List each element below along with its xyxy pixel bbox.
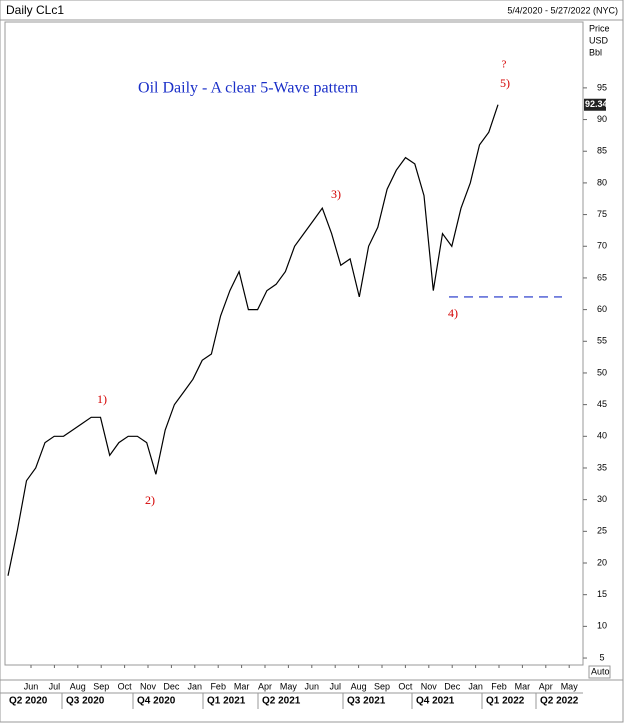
x-tick-label: Oct [118, 681, 133, 691]
x-tick-label: Mar [515, 681, 531, 691]
wave-label: 2) [145, 493, 155, 507]
x-tick-label: Feb [491, 681, 507, 691]
x-tick-label: Feb [210, 681, 226, 691]
x-tick-label: Sep [93, 681, 109, 691]
quarter-label: Q1 2021 [207, 696, 246, 707]
scale-mode-box[interactable] [588, 665, 611, 679]
quarter-label: Q1 2022 [486, 696, 525, 707]
y-tick-label: 90 [597, 114, 607, 124]
quarter-label: Q2 2022 [540, 696, 579, 707]
y-tick-label: 30 [597, 494, 607, 504]
wave-label: ? [502, 59, 507, 71]
x-tick-label: Jul [329, 681, 341, 691]
y-tick-label: 25 [597, 526, 607, 536]
x-tick-label: Dec [163, 681, 180, 691]
x-tick-label: Nov [421, 681, 438, 691]
y-tick-label: 40 [597, 431, 607, 441]
y-tick-label: 95 [597, 82, 607, 92]
axis-header: Price [589, 23, 610, 33]
wave-label: 3) [331, 187, 341, 201]
axis-header: USD [589, 35, 609, 45]
annotation: Oil Daily - A clear 5-Wave pattern [138, 80, 358, 97]
chart-title: Daily CLc1 [6, 3, 64, 17]
y-tick-label: 15 [597, 589, 607, 599]
y-tick-label: 85 [597, 146, 607, 156]
y-tick-label: 5 [599, 652, 604, 662]
wave-label: 4) [448, 306, 458, 320]
y-tick-label: 50 [597, 367, 607, 377]
x-tick-label: Nov [140, 681, 157, 691]
date-range: 5/4/2020 - 5/27/2022 (NYC) [507, 5, 618, 15]
x-tick-label: Jan [188, 681, 203, 691]
quarter-label: Q2 2020 [9, 696, 48, 707]
x-tick-label: Apr [539, 681, 553, 691]
price-line [7, 104, 499, 576]
y-tick-label: 80 [597, 177, 607, 187]
x-tick-label: Oct [398, 681, 413, 691]
quarter-label: Q4 2020 [137, 696, 176, 707]
x-tick-label: Jul [49, 681, 61, 691]
scale-mode[interactable]: Auto [591, 666, 610, 676]
x-tick-label: May [280, 681, 298, 691]
x-tick-label: Apr [258, 681, 272, 691]
y-tick-label: 45 [597, 399, 607, 409]
wave-label: 5) [500, 76, 510, 90]
y-tick-label: 10 [597, 621, 607, 631]
x-tick-label: Jun [305, 681, 320, 691]
quarter-label: Q2 2021 [262, 696, 301, 707]
y-tick-label: 65 [597, 272, 607, 282]
x-tick-label: May [561, 681, 579, 691]
quarter-label: Q3 2020 [66, 696, 105, 707]
quarter-label: Q3 2021 [347, 696, 386, 707]
last-price-box [584, 98, 606, 111]
x-tick-label: Mar [234, 681, 250, 691]
y-tick-label: 35 [597, 462, 607, 472]
quarter-label: Q4 2021 [416, 696, 455, 707]
wave-label: 1) [97, 392, 107, 406]
y-tick-label: 70 [597, 241, 607, 251]
x-tick-label: Jan [468, 681, 483, 691]
x-tick-label: Sep [374, 681, 390, 691]
plot-area [4, 21, 584, 666]
y-tick-label: 60 [597, 304, 607, 314]
x-tick-label: Aug [351, 681, 367, 691]
axis-header: Bbl [589, 47, 602, 57]
x-tick-label: Aug [70, 681, 86, 691]
y-tick-label: 55 [597, 336, 607, 346]
x-tick-label: Jun [24, 681, 39, 691]
y-tick-label: 75 [597, 209, 607, 219]
last-price-label: 92.34 [585, 99, 608, 109]
x-tick-label: Dec [444, 681, 461, 691]
y-tick-label: 20 [597, 557, 607, 567]
